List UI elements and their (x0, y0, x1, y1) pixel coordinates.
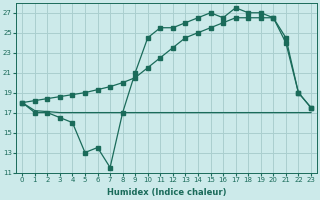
X-axis label: Humidex (Indice chaleur): Humidex (Indice chaleur) (107, 188, 226, 197)
